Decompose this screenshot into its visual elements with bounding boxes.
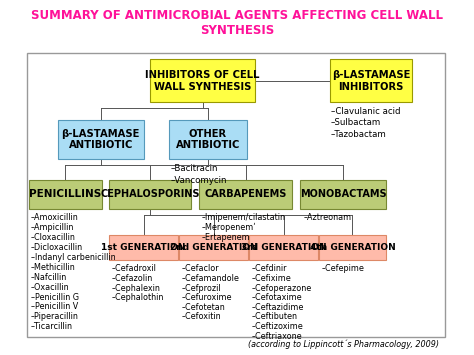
Text: MONOBACTAMS: MONOBACTAMS bbox=[300, 189, 387, 200]
Text: CARBAPENEMS: CARBAPENEMS bbox=[204, 189, 287, 200]
Text: –Clavulanic acid: –Clavulanic acid bbox=[330, 106, 400, 115]
FancyBboxPatch shape bbox=[27, 53, 445, 337]
FancyBboxPatch shape bbox=[330, 59, 412, 102]
Text: –Ceftriaxone: –Ceftriaxone bbox=[252, 332, 302, 340]
Text: –Penicillin G: –Penicillin G bbox=[31, 293, 79, 301]
Text: –Tazobactam: –Tazobactam bbox=[330, 130, 386, 139]
Text: –Methicillin: –Methicillin bbox=[31, 263, 76, 272]
FancyBboxPatch shape bbox=[249, 235, 318, 260]
Text: 4th GENERATION: 4th GENERATION bbox=[310, 243, 395, 252]
Text: –Cefprozil: –Cefprozil bbox=[182, 284, 221, 293]
Text: 1st GENERATION: 1st GENERATION bbox=[101, 243, 186, 252]
Text: –Cefuroxime: –Cefuroxime bbox=[182, 293, 232, 302]
Text: –Ticarcillin: –Ticarcillin bbox=[31, 322, 73, 331]
Text: –Cefoperazone: –Cefoperazone bbox=[252, 284, 312, 293]
Text: –Cefazolin: –Cefazolin bbox=[112, 274, 153, 283]
FancyBboxPatch shape bbox=[179, 235, 248, 260]
FancyBboxPatch shape bbox=[199, 180, 292, 209]
Text: –Cefoxitin: –Cefoxitin bbox=[182, 312, 221, 321]
Text: –Aztreonam: –Aztreonam bbox=[303, 213, 352, 222]
FancyBboxPatch shape bbox=[29, 180, 102, 209]
Text: –Cephalexin: –Cephalexin bbox=[112, 284, 161, 293]
Text: –Cephalothin: –Cephalothin bbox=[112, 293, 164, 302]
Text: –Imipenem/cilastatin: –Imipenem/cilastatin bbox=[202, 213, 286, 222]
Text: –Cloxacillin: –Cloxacillin bbox=[31, 233, 76, 242]
FancyBboxPatch shape bbox=[150, 59, 255, 102]
Text: –Sulbactam: –Sulbactam bbox=[330, 118, 381, 127]
Text: –Amoxicillin: –Amoxicillin bbox=[31, 213, 79, 222]
Text: –Cefadroxil: –Cefadroxil bbox=[112, 264, 156, 273]
FancyBboxPatch shape bbox=[300, 180, 386, 209]
FancyBboxPatch shape bbox=[109, 235, 178, 260]
FancyBboxPatch shape bbox=[319, 235, 386, 260]
Text: –Piperacillin: –Piperacillin bbox=[31, 312, 79, 321]
FancyBboxPatch shape bbox=[109, 180, 191, 209]
Text: β-LASTAMASE
ANTIBIOTIC: β-LASTAMASE ANTIBIOTIC bbox=[62, 129, 140, 150]
Text: –Cefepime: –Cefepime bbox=[321, 264, 365, 273]
Text: –Vancomycin: –Vancomycin bbox=[171, 176, 227, 185]
Text: (according to Lippincott´s Pharmacology, 2009): (according to Lippincott´s Pharmacology,… bbox=[248, 339, 439, 349]
Text: –Cefixime: –Cefixime bbox=[252, 274, 292, 283]
Text: –Ceftazidime: –Ceftazidime bbox=[252, 303, 304, 312]
Text: OTHER
ANTIBIOTIC: OTHER ANTIBIOTIC bbox=[176, 129, 240, 150]
Text: –Meropenemʹ: –Meropenemʹ bbox=[202, 223, 256, 232]
Text: –Cefotaxime: –Cefotaxime bbox=[252, 293, 302, 302]
Text: –Dicloxacillin: –Dicloxacillin bbox=[31, 243, 83, 252]
Text: SUMMARY OF ANTIMICROBIAL AGENTS AFFECTING CELL WALL
SYNTHESIS: SUMMARY OF ANTIMICROBIAL AGENTS AFFECTIN… bbox=[31, 9, 443, 37]
Text: β-LASTAMASE
INHIBITORS: β-LASTAMASE INHIBITORS bbox=[332, 70, 410, 92]
Text: –Ceftizoxime: –Ceftizoxime bbox=[252, 322, 303, 331]
Text: –Cefaclor: –Cefaclor bbox=[182, 264, 219, 273]
Text: 2nd GENERATION: 2nd GENERATION bbox=[170, 243, 257, 252]
Text: 3rd GENERATION: 3rd GENERATION bbox=[241, 243, 327, 252]
Text: –Ceftibuten: –Ceftibuten bbox=[252, 312, 298, 321]
Text: –Oxacillin: –Oxacillin bbox=[31, 283, 70, 291]
Text: –Ertapenem: –Ertapenem bbox=[202, 233, 250, 242]
Text: PENICILLINS: PENICILLINS bbox=[29, 189, 101, 200]
Text: –Cefdinir: –Cefdinir bbox=[252, 264, 287, 273]
Text: CEPHALOSPORINS: CEPHALOSPORINS bbox=[100, 189, 200, 200]
Text: –Ampicillin: –Ampicillin bbox=[31, 223, 74, 232]
Text: –Cefamandole: –Cefamandole bbox=[182, 274, 239, 283]
FancyBboxPatch shape bbox=[57, 120, 144, 159]
Text: –Penicillin V: –Penicillin V bbox=[31, 302, 78, 311]
Text: –Bacitracin: –Bacitracin bbox=[171, 164, 218, 173]
Text: –Nafcillin: –Nafcillin bbox=[31, 273, 67, 282]
Text: –Indanyl carbenicillin: –Indanyl carbenicillin bbox=[31, 253, 116, 262]
FancyBboxPatch shape bbox=[169, 120, 247, 159]
Text: –Cefotetan: –Cefotetan bbox=[182, 303, 225, 312]
Text: INHIBITORS OF CELL
WALL SYNTHESIS: INHIBITORS OF CELL WALL SYNTHESIS bbox=[146, 70, 260, 92]
